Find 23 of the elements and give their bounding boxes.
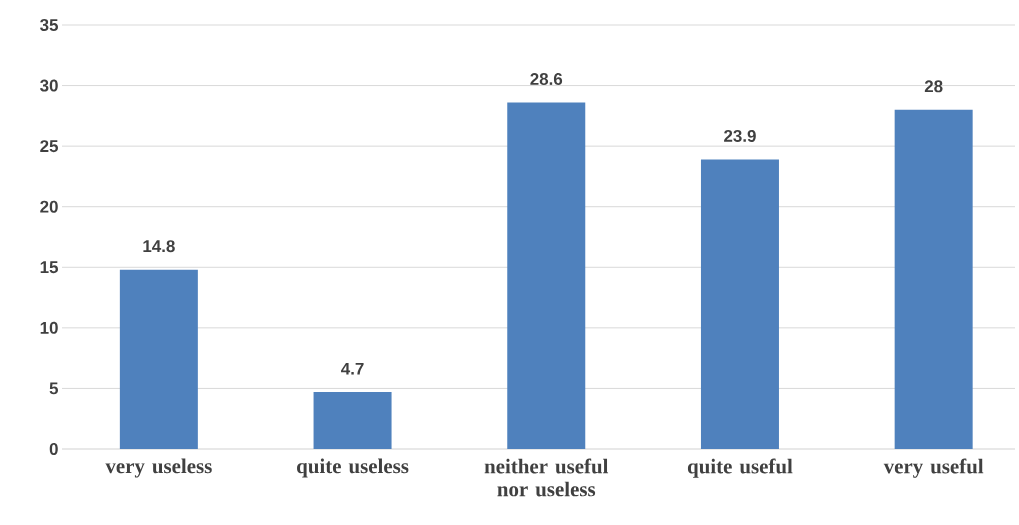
y-tick-label: 35	[40, 18, 59, 31]
x-tick-label: very useful	[883, 458, 984, 478]
x-tick-label: neither useful nor useless	[484, 458, 609, 497]
data-label: 28.6	[530, 73, 563, 86]
data-label: 28	[924, 80, 943, 93]
bar	[894, 109, 973, 449]
y-tick-label: 10	[40, 321, 58, 334]
y-tick-label: 15	[40, 261, 59, 274]
data-label: 14.8	[143, 240, 175, 253]
x-tick-label: very useless	[105, 458, 212, 478]
y-tick-label: 20	[40, 200, 58, 213]
data-label: 4.7	[341, 362, 364, 375]
y-tick-label: 30	[40, 79, 58, 92]
x-tick-label: quite useful	[687, 458, 793, 478]
data-label: 23.9	[724, 129, 756, 142]
bar	[119, 269, 198, 449]
bar	[507, 102, 586, 449]
y-tick-label: 5	[49, 382, 59, 395]
y-tick-label: 0	[49, 443, 58, 455]
bar	[313, 392, 392, 449]
y-tick-label: 25	[40, 140, 59, 153]
bar	[700, 159, 779, 449]
x-tick-label: quite useless	[297, 458, 409, 478]
